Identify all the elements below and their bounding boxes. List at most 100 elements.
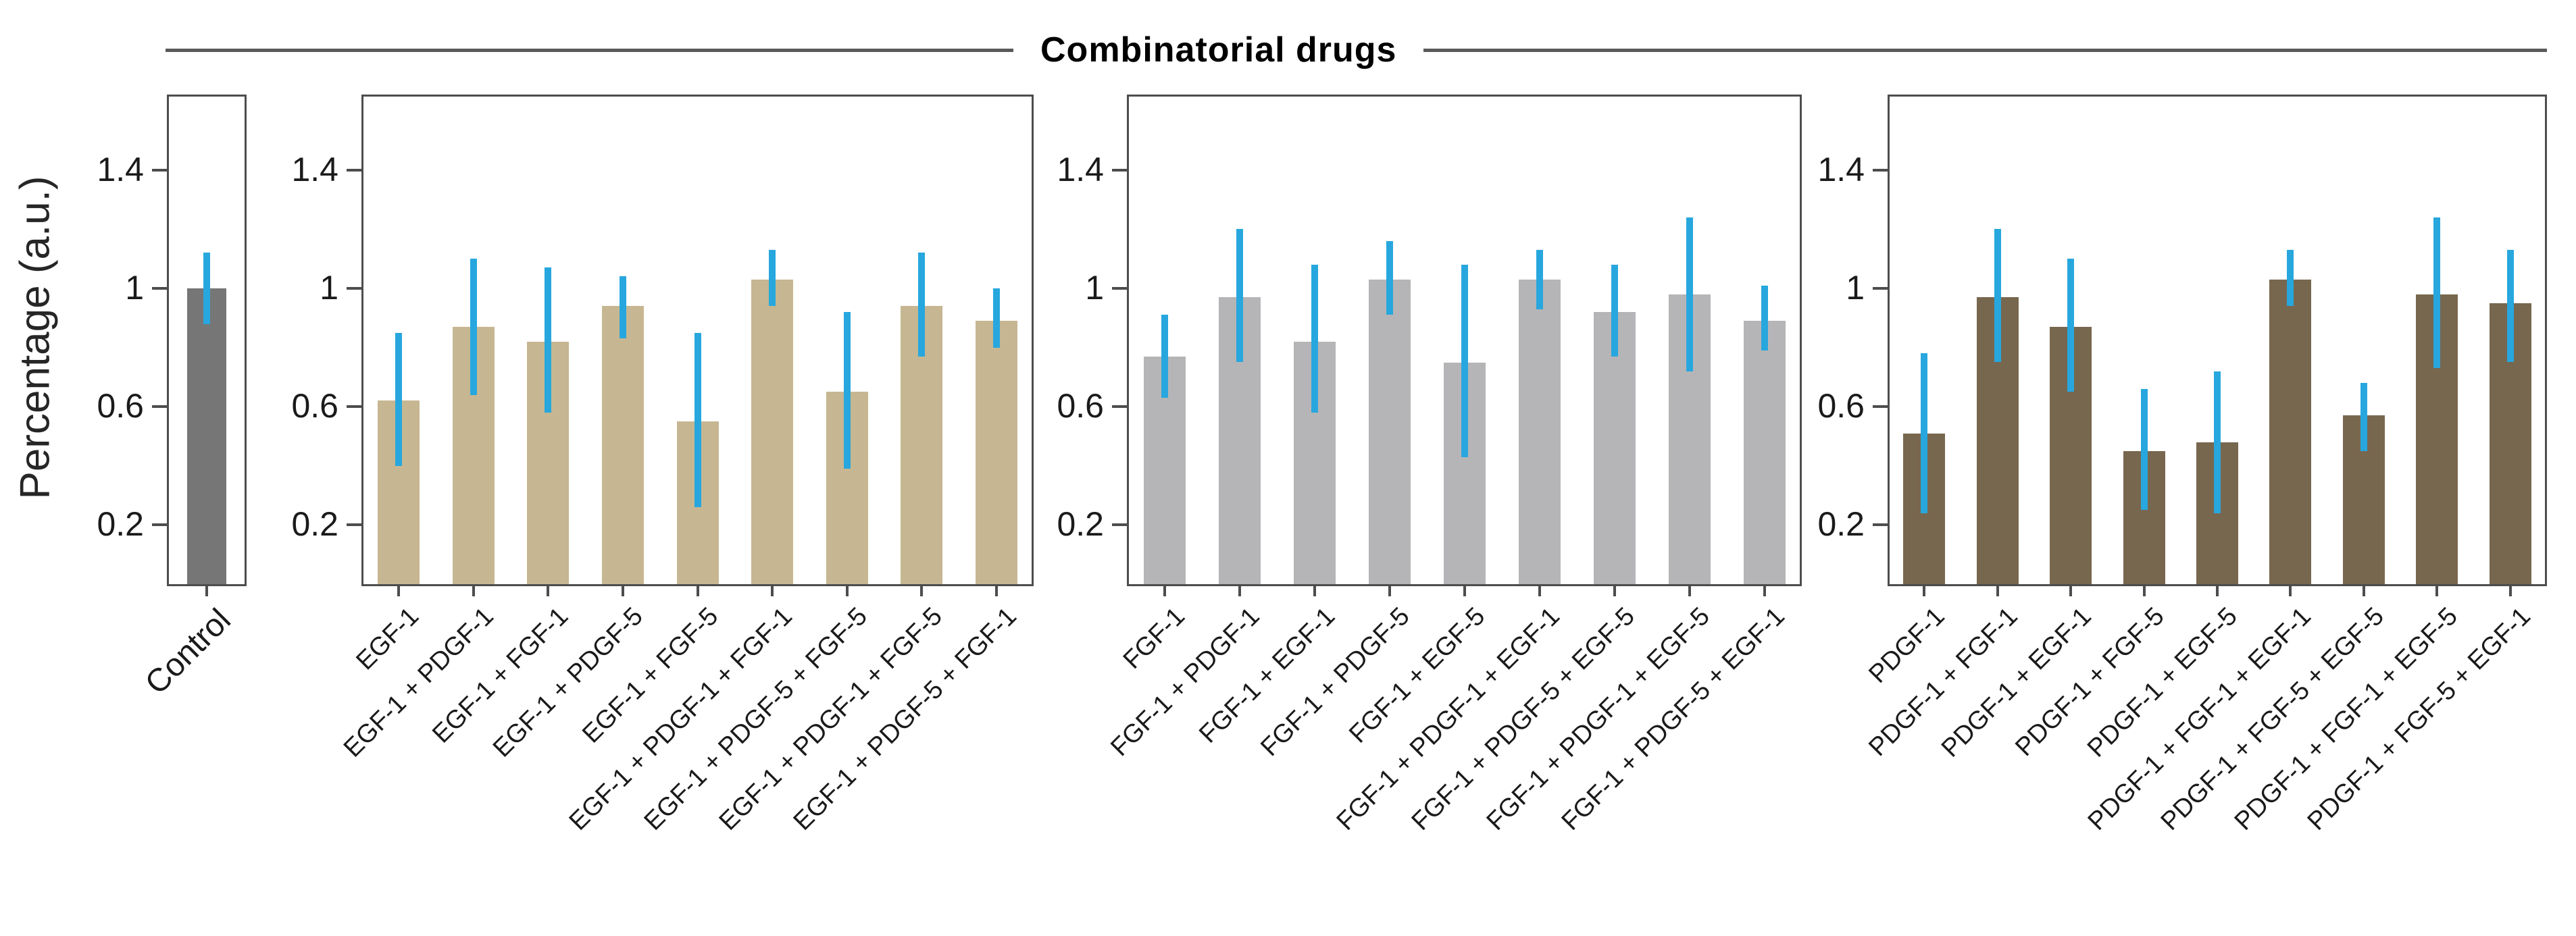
error-bar xyxy=(1761,285,1768,350)
error-bar xyxy=(694,332,701,508)
y-tick-mark xyxy=(152,405,167,409)
y-tick-mark xyxy=(152,523,167,527)
x-tick-mark xyxy=(1163,586,1166,596)
x-tick-label: Control xyxy=(138,602,238,702)
x-tick-mark xyxy=(621,586,624,596)
y-tick-label: 1 xyxy=(1846,269,1865,307)
x-tick-mark xyxy=(2069,586,2073,596)
bar xyxy=(1593,312,1636,584)
x-tick-mark xyxy=(1763,586,1766,596)
y-tick-label: 0.2 xyxy=(291,505,338,544)
x-tick-mark xyxy=(205,586,208,596)
x-tick-mark xyxy=(2216,586,2219,596)
y-tick-mark xyxy=(1112,287,1127,290)
y-tick-mark xyxy=(1873,523,1888,527)
x-tick-mark xyxy=(994,586,998,596)
x-tick-mark xyxy=(1313,586,1316,596)
error-bar xyxy=(619,276,626,339)
error-bar xyxy=(1994,229,2001,363)
error-bar xyxy=(1686,217,1693,371)
y-tick-mark xyxy=(347,523,361,527)
x-tick-mark xyxy=(1238,586,1241,596)
error-bar xyxy=(918,253,926,357)
x-tick-mark xyxy=(2289,586,2292,596)
y-tick-label: 1 xyxy=(125,269,144,307)
y-tick-mark xyxy=(1112,168,1127,172)
x-tick-mark xyxy=(1388,586,1391,596)
x-tick-mark xyxy=(1613,586,1616,596)
x-tick-mark xyxy=(771,586,774,596)
error-bar xyxy=(1311,264,1318,413)
y-tick-label: 0.6 xyxy=(97,387,144,425)
y-axis-label: Percentage (a.u.) xyxy=(11,176,59,500)
error-bar xyxy=(2433,217,2441,369)
x-tick-label: FGF-1 + EGF-5 xyxy=(1343,602,1490,749)
error-bar xyxy=(2360,383,2367,451)
x-tick-mark xyxy=(2142,586,2146,596)
bar xyxy=(1368,279,1411,584)
title-rule-right xyxy=(1423,48,2547,52)
x-tick-label: EGF-1 xyxy=(351,602,425,676)
y-tick-label: 1.4 xyxy=(1057,150,1104,188)
error-bar xyxy=(470,259,477,395)
x-tick-mark xyxy=(1996,586,1999,596)
bar xyxy=(2269,279,2312,584)
y-tick-label: 1.4 xyxy=(97,150,144,188)
x-tick-label: EGF-1 + FGF-5 xyxy=(576,602,724,749)
y-tick-label: 0.6 xyxy=(1817,387,1865,425)
y-tick-label: 0.6 xyxy=(1057,387,1104,425)
y-tick-mark xyxy=(1873,287,1888,290)
y-tick-mark xyxy=(152,168,167,172)
y-tick-label: 1.4 xyxy=(291,150,338,188)
error-bar xyxy=(545,267,552,413)
bar xyxy=(187,288,226,584)
error-bar xyxy=(2214,371,2221,513)
x-tick-label: FGF-1 + EGF-1 xyxy=(1193,602,1340,749)
y-tick-label: 0.6 xyxy=(291,387,338,425)
error-bar xyxy=(395,332,403,466)
bar xyxy=(975,321,1017,584)
bar xyxy=(751,279,794,584)
error-bar xyxy=(1536,250,1543,309)
y-tick-label: 1 xyxy=(1085,269,1104,307)
error-bar xyxy=(1611,264,1618,357)
x-tick-mark xyxy=(547,586,550,596)
x-tick-label: FGF-1 xyxy=(1117,602,1190,675)
error-bar xyxy=(1236,229,1243,363)
x-tick-mark xyxy=(1688,586,1691,596)
x-tick-mark xyxy=(920,586,924,596)
error-bar xyxy=(1461,264,1468,457)
y-tick-mark xyxy=(1873,168,1888,172)
x-tick-mark xyxy=(397,586,401,596)
x-tick-mark xyxy=(696,586,699,596)
x-tick-mark xyxy=(2435,586,2439,596)
error-bar xyxy=(2067,259,2075,392)
title-row: Combinatorial drugs xyxy=(166,26,2547,74)
y-tick-label: 1.4 xyxy=(1817,150,1865,188)
x-tick-mark xyxy=(1463,586,1466,596)
y-tick-mark xyxy=(347,168,361,172)
y-tick-mark xyxy=(347,405,361,409)
bar xyxy=(601,306,644,584)
y-tick-mark xyxy=(1873,405,1888,409)
y-tick-label: 1 xyxy=(320,269,338,307)
y-tick-mark xyxy=(1112,405,1127,409)
x-tick-mark xyxy=(845,586,849,596)
x-tick-label: EGF-1 + FGF-1 xyxy=(427,602,574,749)
title-rule-left xyxy=(166,48,1013,52)
chart-title: Combinatorial drugs xyxy=(1040,30,1397,70)
error-bar xyxy=(1161,315,1168,398)
error-bar xyxy=(1921,353,1928,513)
error-bar xyxy=(203,253,210,324)
y-tick-mark xyxy=(347,287,361,290)
error-bar xyxy=(843,312,851,469)
x-tick-mark xyxy=(1923,586,1926,596)
x-tick-mark xyxy=(472,586,475,596)
bar xyxy=(1743,321,1786,584)
x-tick-mark xyxy=(1538,586,1541,596)
error-bar xyxy=(1386,240,1393,315)
y-tick-label: 0.2 xyxy=(97,505,144,544)
y-tick-mark xyxy=(1112,523,1127,527)
y-tick-label: 0.2 xyxy=(1817,505,1865,544)
